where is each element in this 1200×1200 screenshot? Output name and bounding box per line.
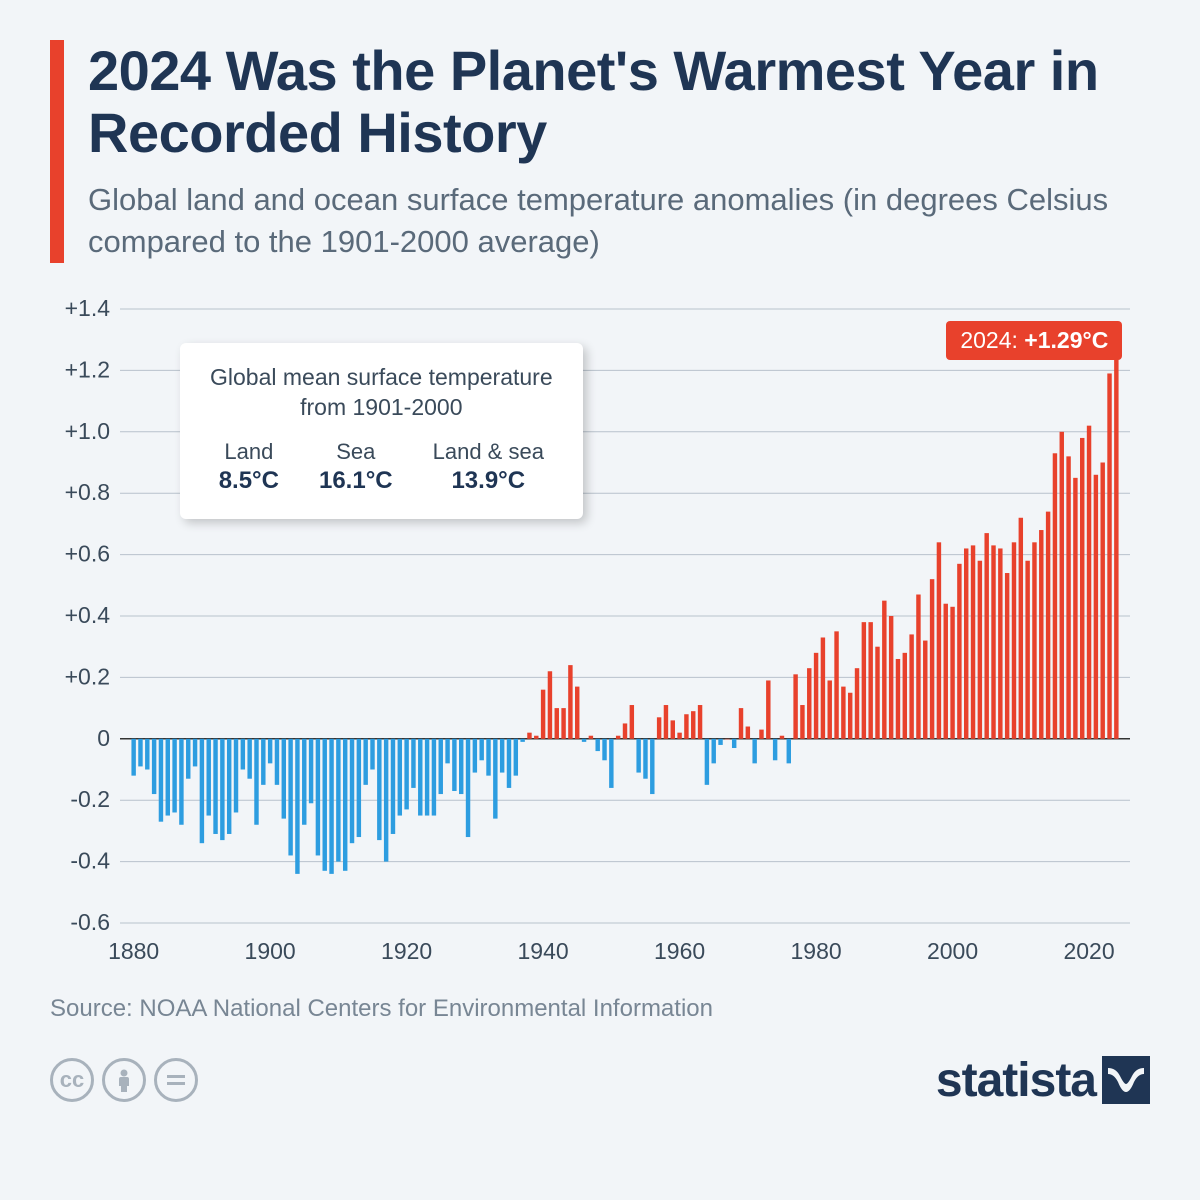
peak-callout: 2024: +1.29°C — [946, 321, 1122, 360]
info-box: Global mean surface temperaturefrom 1901… — [180, 343, 583, 519]
svg-text:-0.6: -0.6 — [70, 909, 110, 935]
info-label-landsea: Land & sea — [433, 439, 544, 465]
svg-text:+1.2: +1.2 — [65, 356, 110, 382]
cc-nd-icon — [154, 1058, 198, 1102]
cc-by-icon — [102, 1058, 146, 1102]
info-label-sea: Sea — [319, 439, 393, 465]
svg-text:2000: 2000 — [927, 938, 978, 964]
svg-text:1980: 1980 — [790, 938, 841, 964]
svg-text:1960: 1960 — [654, 938, 705, 964]
cc-icons: cc — [50, 1058, 198, 1102]
svg-text:+1.4: +1.4 — [65, 295, 111, 321]
info-box-title: Global mean surface temperaturefrom 1901… — [210, 363, 553, 423]
logo-mark-icon — [1102, 1056, 1150, 1104]
svg-text:+1.0: +1.0 — [65, 418, 110, 444]
info-value-land: 8.5°C — [219, 467, 279, 495]
page-title: 2024 Was the Planet's Warmest Year in Re… — [88, 40, 1150, 163]
svg-text:-0.2: -0.2 — [70, 786, 110, 812]
statista-logo: statista — [936, 1053, 1150, 1108]
cc-icon: cc — [50, 1058, 94, 1102]
svg-text:1900: 1900 — [245, 938, 296, 964]
svg-text:1940: 1940 — [518, 938, 569, 964]
svg-text:+0.8: +0.8 — [65, 479, 110, 505]
svg-text:2020: 2020 — [1063, 938, 1114, 964]
info-label-land: Land — [219, 439, 279, 465]
svg-text:+0.6: +0.6 — [65, 540, 110, 566]
source-text: Source: NOAA National Centers for Enviro… — [50, 995, 1150, 1023]
info-value-sea: 16.1°C — [319, 467, 393, 495]
info-value-landsea: 13.9°C — [433, 467, 544, 495]
chart-area: Global mean surface temperaturefrom 1901… — [50, 293, 1150, 973]
svg-text:+0.4: +0.4 — [65, 602, 111, 628]
svg-text:1880: 1880 — [108, 938, 159, 964]
header: 2024 Was the Planet's Warmest Year in Re… — [50, 40, 1150, 263]
accent-bar — [50, 40, 64, 263]
page-subtitle: Global land and ocean surface temperatur… — [88, 179, 1150, 263]
svg-text:+0.2: +0.2 — [65, 663, 110, 689]
footer: cc statista — [50, 1053, 1150, 1108]
svg-text:1920: 1920 — [381, 938, 432, 964]
svg-text:-0.4: -0.4 — [70, 847, 110, 873]
svg-text:0: 0 — [97, 725, 110, 751]
